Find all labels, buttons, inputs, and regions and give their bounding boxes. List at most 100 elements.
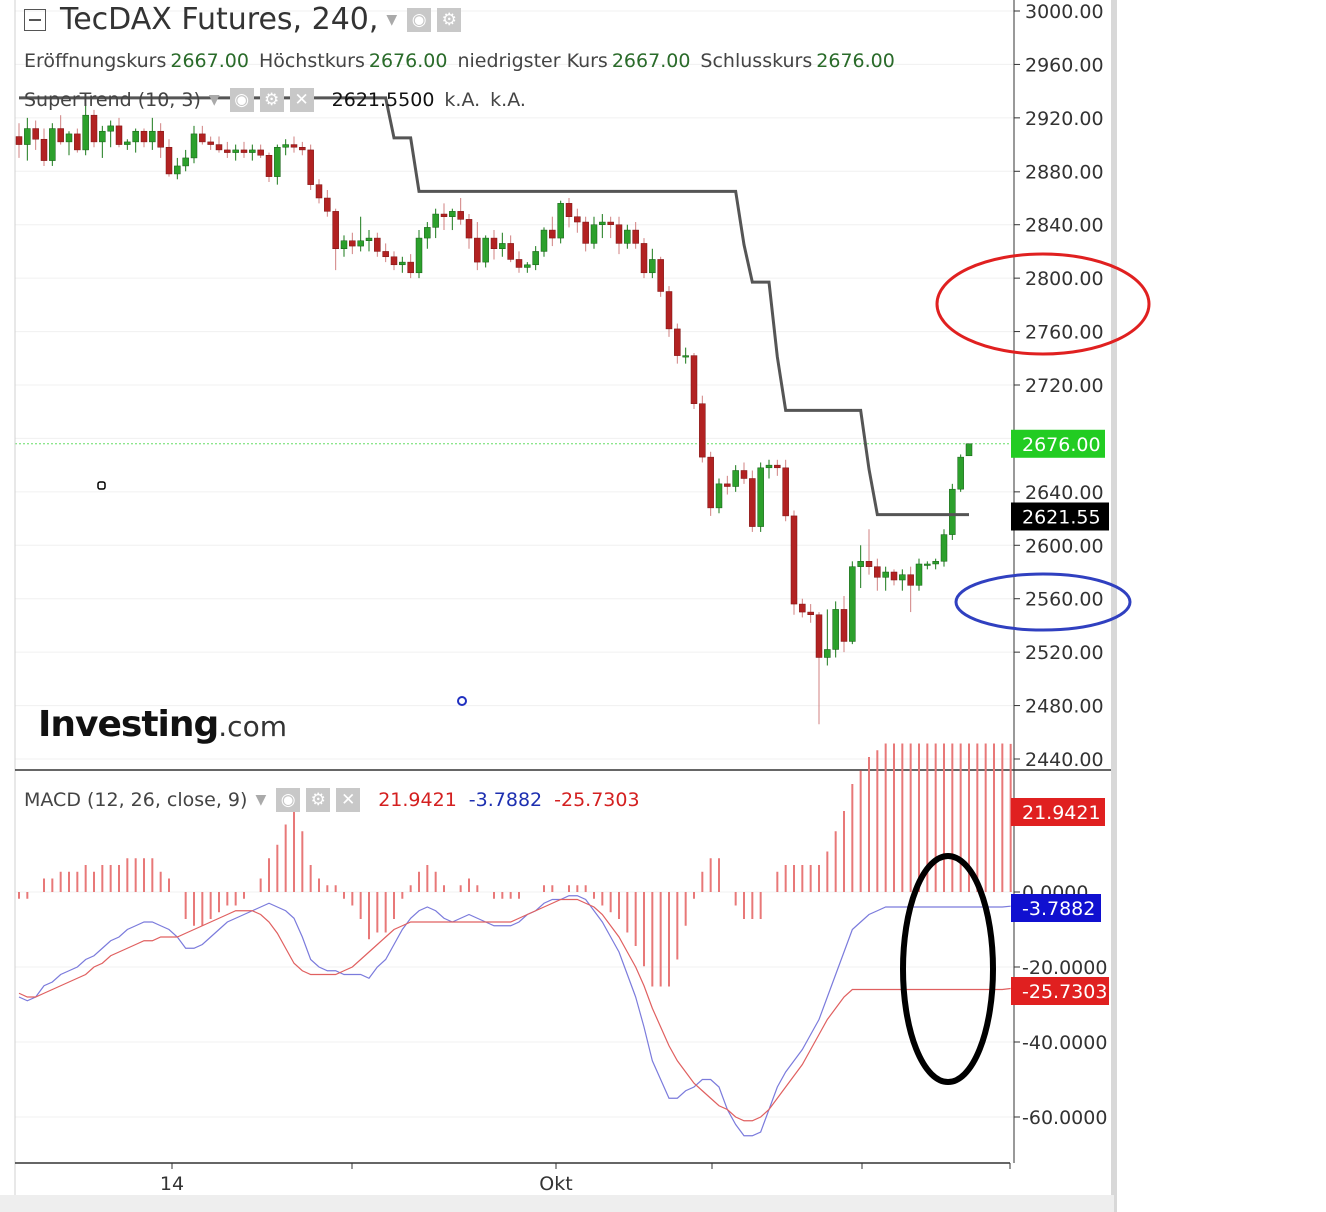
macd-signal-tag: -25.7303 <box>1011 977 1109 1005</box>
candle-body <box>465 219 473 239</box>
candle-body <box>624 229 631 244</box>
candle <box>624 224 631 249</box>
candle-body <box>924 563 931 566</box>
candle-body <box>874 566 881 578</box>
blue-ellipse <box>954 572 1132 632</box>
candle <box>432 208 439 239</box>
gear-icon[interactable]: ⚙ <box>437 7 462 32</box>
candle-body <box>282 144 289 148</box>
chevron-down-icon[interactable]: ▼ <box>255 792 267 808</box>
candle <box>190 125 198 164</box>
candle-body <box>15 136 23 145</box>
candle-body <box>232 149 239 153</box>
candle-body <box>249 149 256 153</box>
candle-body <box>782 467 789 517</box>
candle <box>549 216 556 247</box>
marker-dot <box>97 481 106 490</box>
candle <box>865 529 873 575</box>
candle <box>815 612 823 725</box>
candle-body <box>357 240 364 247</box>
candle-body <box>424 227 431 239</box>
candle-body <box>265 155 273 177</box>
candle <box>257 144 264 158</box>
chevron-down-icon[interactable]: ▼ <box>208 92 220 108</box>
candle-body <box>824 649 831 658</box>
candle-body <box>74 133 81 151</box>
hand-drawn-annotations <box>97 252 1151 1085</box>
candle-body <box>532 251 539 266</box>
candle-body <box>840 609 848 642</box>
y-axis[interactable]: 3000.00 2960.00 2920.00 2880.00 2840.00 2800.… <box>1014 1 1107 1129</box>
supertrend-na-1: k.A. <box>444 89 481 111</box>
price-tags: 2676.00 2621.55 21.9421 -3.7882 -25.7303 <box>1011 429 1109 1005</box>
candle <box>515 251 523 273</box>
macd-pane-series <box>18 743 1012 1137</box>
chevron-down-icon[interactable]: ▼ <box>386 11 398 28</box>
candle-body <box>332 211 339 250</box>
grid-lines <box>15 10 1014 1118</box>
close-icon[interactable]: ✕ <box>289 88 314 112</box>
candle-body <box>190 133 198 159</box>
price-tick-label: 2880.00 <box>1025 161 1104 183</box>
candle-body <box>274 146 281 177</box>
eye-icon[interactable]: ◉ <box>276 788 301 812</box>
candle <box>307 144 314 190</box>
candle-body <box>407 261 414 274</box>
candle-body <box>449 211 456 217</box>
price-candles[interactable] <box>15 104 973 725</box>
candle <box>857 545 864 589</box>
candle-body <box>882 571 889 578</box>
candle <box>957 454 964 492</box>
supertrend-path <box>19 96 969 517</box>
candle <box>40 128 48 166</box>
current-price-tag: 2676.00 <box>1011 429 1105 458</box>
candle <box>107 120 114 148</box>
candle-body <box>215 144 223 151</box>
eye-icon[interactable]: ◉ <box>229 88 254 112</box>
ohlc-legend: Eröffnungskurs 2667.00 Höchstkurs 2676.0… <box>24 50 905 72</box>
macd-line-tag-bg <box>1011 894 1101 922</box>
supertrend-value: 2621.5500 <box>331 89 435 111</box>
candle <box>82 104 89 156</box>
collapse-icon[interactable] <box>24 8 46 31</box>
gear-icon[interactable]: ⚙ <box>306 788 331 812</box>
macd-tick-label: -60.0000 <box>1022 1107 1107 1129</box>
red-ellipse <box>935 252 1151 356</box>
signal-line <box>18 898 1011 1122</box>
candle <box>399 256 406 273</box>
candle-body <box>632 229 639 244</box>
candle-body <box>165 146 173 175</box>
candle-body <box>665 291 673 330</box>
close-icon[interactable]: ✕ <box>336 788 361 812</box>
candle <box>490 230 498 260</box>
x-axis[interactable]: 14 Okt <box>160 1163 1011 1195</box>
price-tick-label: 2800.00 <box>1025 268 1104 290</box>
candle <box>232 144 239 161</box>
candle <box>424 222 431 249</box>
candle <box>165 139 173 177</box>
candle-body <box>715 483 723 509</box>
candle-body <box>224 149 231 153</box>
candle <box>265 152 273 182</box>
candle-body <box>324 197 331 212</box>
candle <box>215 136 223 153</box>
candle-body <box>957 456 964 490</box>
candle <box>390 251 398 271</box>
candle <box>465 214 473 249</box>
eye-icon[interactable]: ◉ <box>407 7 432 32</box>
candle <box>332 208 339 271</box>
candle <box>299 141 306 156</box>
candle <box>874 558 881 591</box>
supertrend-na-2: k.A. <box>490 89 526 111</box>
candle <box>674 323 681 364</box>
chart-title: TecDAX Futures, 240, <box>60 2 379 37</box>
macd-hist-tag: 21.9421 <box>1011 798 1105 826</box>
gear-icon[interactable]: ⚙ <box>259 88 284 112</box>
candle-body <box>515 259 523 268</box>
candle <box>324 189 331 217</box>
candle-body <box>540 229 548 252</box>
candle <box>615 216 623 255</box>
candle-body <box>699 403 706 458</box>
candle-body <box>307 149 314 185</box>
